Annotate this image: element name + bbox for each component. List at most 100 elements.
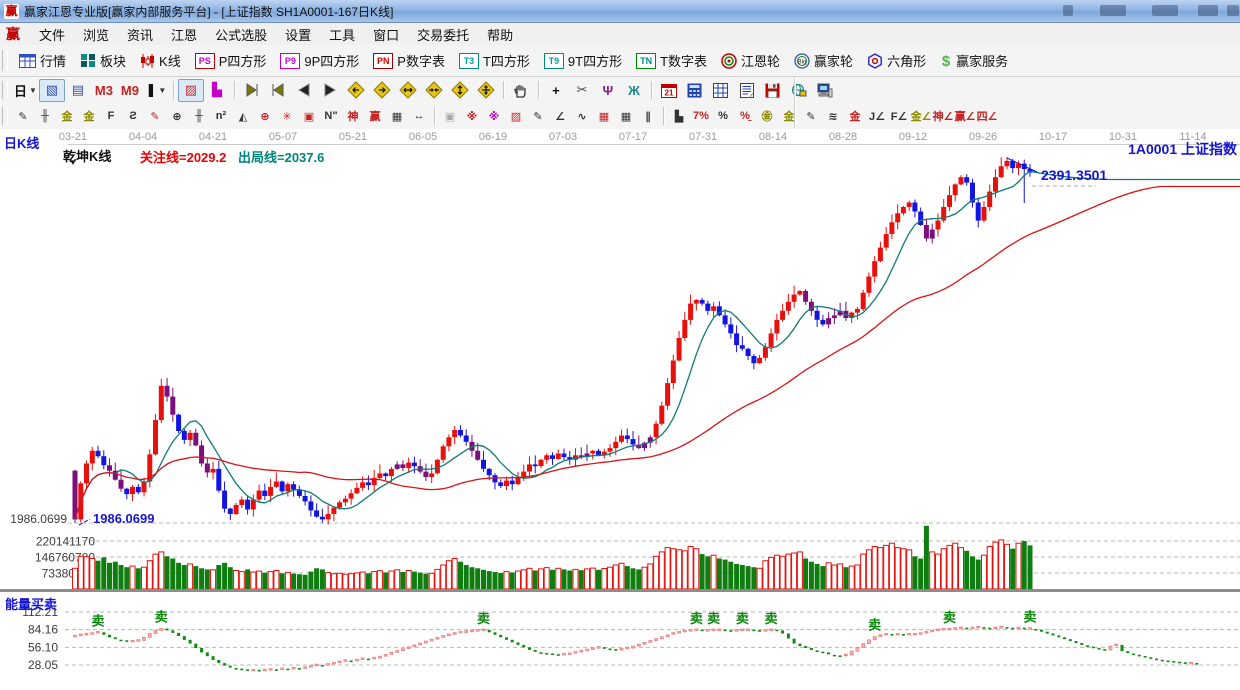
angle-tool[interactable]: ∠ [549, 105, 571, 127]
9t-square-button[interactable]: T9 9T四方形 [537, 49, 629, 73]
ying-grid-tool[interactable]: 赢 [364, 105, 386, 127]
pattern-b-toggle[interactable]: ▨ [177, 78, 204, 102]
kline-button[interactable]: K线 [133, 49, 188, 73]
menu-item-5[interactable]: 设置 [285, 27, 312, 43]
menu-item-3[interactable]: 江恩 [171, 27, 198, 43]
histogram-button[interactable]: ▙ [204, 79, 230, 102]
f-line-tool[interactable]: F [100, 105, 122, 127]
notepad-button[interactable] [734, 79, 760, 102]
p-table-button[interactable]: PN P数字表 [366, 49, 452, 73]
step-forward-button[interactable] [317, 79, 343, 102]
wave-lines-tool[interactable]: ≋ [822, 105, 844, 127]
circle-cross-tool[interactable]: ⊕ [254, 105, 276, 127]
gold-line2-tool[interactable]: 金 [78, 105, 100, 127]
gold-angle-tool[interactable]: 金∠ [910, 105, 932, 127]
gold-line3-tool[interactable]: 金 [778, 105, 800, 127]
menu-item-1[interactable]: 浏览 [83, 27, 110, 43]
skip-back-button[interactable] [239, 79, 265, 102]
cut-tool-button[interactable]: ✂ [569, 79, 595, 102]
step-back-button[interactable] [291, 79, 317, 102]
diamond-expand-button[interactable]: .ar{stroke:#111;fill:none;stroke-width:1… [395, 79, 421, 102]
calendar-button[interactable]: 21 [656, 79, 682, 102]
menu-item-0[interactable]: 文件 [39, 27, 66, 43]
pen2-tool[interactable]: ✎ [527, 105, 549, 127]
zigzag-tool[interactable]: ∿ [571, 105, 593, 127]
menu-item-9[interactable]: 帮助 [487, 27, 514, 43]
ying-angle-tool[interactable]: 赢∠ [954, 105, 976, 127]
gold-line-tool[interactable]: 金 [56, 105, 78, 127]
gann-text-a-button[interactable]: Ψ [595, 79, 621, 102]
menu-item-7[interactable]: 窗口 [373, 27, 400, 43]
web-button[interactable] [786, 79, 812, 102]
table-window-button[interactable] [708, 79, 734, 102]
shen-angle-tool[interactable]: 神∠ [932, 105, 954, 127]
pen-knife-tool[interactable]: ✎ [12, 105, 34, 127]
compass-tool[interactable]: ⊕ [166, 105, 188, 127]
width-arrow-tool[interactable]: ↔ [408, 105, 430, 127]
window-box-tool[interactable]: ▣ [439, 105, 461, 127]
sectors-button[interactable]: 板块 [73, 49, 133, 73]
dense-grid-tool[interactable]: ╫ [188, 105, 210, 127]
indicator-pane-label[interactable]: 能量买卖 [5, 597, 58, 612]
star-grid-tool[interactable]: ✳ [276, 105, 298, 127]
gold-circle-tool[interactable]: ㊎ [756, 105, 778, 127]
menu-item-6[interactable]: 工具 [329, 27, 356, 43]
menu-item-4[interactable]: 公式选股 [215, 27, 268, 43]
percent-tool[interactable]: % [712, 105, 734, 127]
info-note-button[interactable]: ▤ [65, 79, 91, 102]
model-caret-icon[interactable]: ▼ [69, 158, 77, 167]
9p-square-button[interactable]: P9 9P四方形 [273, 49, 366, 73]
fan-magenta-tool[interactable]: ※ [483, 105, 505, 127]
p-square-button[interactable]: PS P四方形 [188, 49, 274, 73]
t-table-button[interactable]: TN T数字表 [629, 49, 714, 73]
winner-service-button[interactable]: $ 赢家服务 [933, 49, 1015, 73]
chart-area[interactable]: 03-21 04-04 04-21 05-07 05-21 06-05 06-19 07-03… [0, 129, 1240, 685]
menu-item-8[interactable]: 交易委托 [417, 27, 470, 43]
period-day-button[interactable]: 日 ▼ [12, 79, 39, 102]
percent7-tool[interactable]: 7% [690, 105, 712, 127]
n2-tool[interactable]: n² [210, 105, 232, 127]
pen3-tool[interactable]: ✎ [800, 105, 822, 127]
hexagon-button[interactable]: 六角形 [860, 49, 933, 73]
crosshair-tool-button[interactable]: + [543, 79, 569, 102]
grid-lines-tool[interactable]: ╫ [34, 105, 56, 127]
n-quote-tool[interactable]: Ν" [320, 105, 342, 127]
square-grid-tool[interactable]: ▣ [298, 105, 320, 127]
candle-style-button[interactable]: ❚ ▼ [143, 79, 169, 102]
kline-chart-canvas[interactable]: 03-21 04-04 04-21 05-07 05-21 06-05 06-19 07-03… [0, 129, 1240, 685]
diamond-compress-button[interactable]: .ar{stroke:#111;fill:none;stroke-width:1… [421, 79, 447, 102]
parallel-tool[interactable]: ∥ [637, 105, 659, 127]
gann-box-tool[interactable]: ▙ [668, 105, 690, 127]
save-button[interactable] [760, 79, 786, 102]
fan-red-tool[interactable]: ※ [461, 105, 483, 127]
pattern-a-toggle[interactable]: ▧ [38, 78, 65, 102]
remote-pc-button[interactable] [812, 79, 838, 102]
si-angle-tool[interactable]: 四∠ [976, 105, 998, 127]
diamond-right-button[interactable]: .ar{stroke:#111;fill:none;stroke-width:1… [369, 79, 395, 102]
t-square-button[interactable]: T3 T四方形 [452, 49, 537, 73]
fan-box-tool[interactable]: ▨ [505, 105, 527, 127]
quotes-button[interactable]: 行情 [12, 49, 73, 73]
diamond-all-button[interactable]: .ar{stroke:#111;fill:none;stroke-width:1… [473, 79, 499, 102]
gold-red-tool[interactable]: 金 [844, 105, 866, 127]
skip-forward-button[interactable] [265, 79, 291, 102]
wave9-button[interactable]: M9 [117, 79, 143, 102]
grid-dark-tool[interactable]: ▦ [615, 105, 637, 127]
wave3-button[interactable]: M3 [91, 79, 117, 102]
spiral-tool[interactable]: Ƨ [122, 105, 144, 127]
diamond-vertical-button[interactable]: .ar{stroke:#111;fill:none;stroke-width:1… [447, 79, 473, 102]
menu-item-2[interactable]: 资讯 [127, 27, 154, 43]
j-angle-tool[interactable]: J∠ [866, 105, 888, 127]
grid-red-tool[interactable]: ▦ [593, 105, 615, 127]
gann-wheel-button[interactable]: 江恩轮 [714, 49, 787, 73]
angle-mirror-tool[interactable]: ◭ [232, 105, 254, 127]
pen-red-tool[interactable]: ✎ [144, 105, 166, 127]
calculator-button[interactable] [682, 79, 708, 102]
hand-tool-button[interactable] [508, 79, 534, 102]
ruler-123-tool[interactable]: ▦ [386, 105, 408, 127]
shen-grid-tool[interactable]: 神 [342, 105, 364, 127]
f-angle-tool[interactable]: F∠ [888, 105, 910, 127]
percent-line-tool[interactable]: %̱ [734, 105, 756, 127]
winner-wheel-button[interactable]: Big 赢家轮 [787, 49, 860, 73]
diamond-left-button[interactable]: .ar{stroke:#111;fill:none;stroke-width:1… [343, 79, 369, 102]
